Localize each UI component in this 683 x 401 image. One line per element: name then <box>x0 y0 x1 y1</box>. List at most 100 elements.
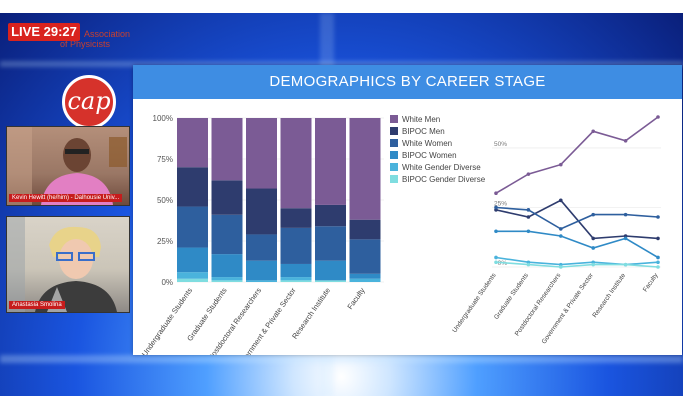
live-timer-badge: LIVE 29:27 <box>8 23 80 41</box>
cap-logo-text: cap <box>67 87 111 115</box>
bar-segment <box>315 260 346 281</box>
line-point <box>591 212 595 217</box>
line-x-tick-label: Graduate Students <box>493 272 530 321</box>
line-point <box>656 265 660 269</box>
line-point <box>591 236 595 241</box>
bar-segment <box>315 226 346 261</box>
line-point <box>526 262 531 267</box>
line-point <box>656 215 660 219</box>
line-point <box>656 260 660 265</box>
line-series <box>495 116 659 194</box>
bar-segment <box>349 118 381 220</box>
legend-label: White Men <box>402 115 440 124</box>
organization-name: Association of Physicists <box>60 29 130 49</box>
line-y-tick-label: 50% <box>494 141 507 148</box>
bar-y-tick-label: 0% <box>161 278 173 287</box>
bar-segment <box>280 263 312 278</box>
participant-video-1[interactable]: Kevin Hewitt (he/him) - Dalhousie Univ..… <box>6 126 130 206</box>
line-series <box>495 199 659 240</box>
participant-nameplate: Anastasia Smolina <box>9 301 65 309</box>
bar-segment <box>280 208 312 228</box>
bar-segment <box>280 118 312 209</box>
bar-segment <box>315 118 346 205</box>
participant-nameplate: Kevin Hewitt (he/him) - Dalhousie Univ..… <box>9 194 123 202</box>
bar-y-tick-label: 100% <box>153 114 173 123</box>
legend-label: White Women <box>402 139 452 148</box>
bar-x-tick-label: Undergraduate Students <box>140 286 194 355</box>
bar-segment <box>177 247 208 273</box>
bar-segment <box>349 273 381 279</box>
bar-segment <box>246 260 277 281</box>
person-silhouette-icon <box>7 217 117 312</box>
line-point <box>559 227 563 231</box>
legend-swatch <box>390 115 398 123</box>
bar-segment <box>211 280 243 282</box>
line-point <box>494 205 498 210</box>
organization-name-line1: Association <box>84 29 131 39</box>
video-stage: LIVE 29:27 Association of Physicists cap… <box>0 13 683 396</box>
bar-segment <box>280 280 312 282</box>
line-x-tick-label: Undergraduate Students <box>451 272 498 335</box>
line-point <box>559 234 563 238</box>
line-x-tick-label: Research Institute <box>591 272 627 319</box>
bar-segment <box>211 118 243 181</box>
slide-charts: 0%25%50%75%100%Undergraduate StudentsGra… <box>140 114 661 355</box>
participant-video-2[interactable]: Anastasia Smolina <box>6 216 130 313</box>
legend-swatch <box>390 139 398 147</box>
bar-x-tick-label: Research Institute <box>290 286 332 341</box>
slide-panel: DEMOGRAPHICS BY CAREER STAGE 0% 25% 50% 75%… <box>133 65 682 355</box>
line-point <box>494 191 498 195</box>
line-y-tick-label: 25% <box>494 200 507 207</box>
bar-segment <box>177 278 208 282</box>
legend-label: BIPOC Gender Diverse <box>402 175 486 184</box>
bar-segment <box>211 214 243 255</box>
line-point <box>526 215 531 219</box>
line-point <box>656 255 660 260</box>
line-series <box>495 261 659 268</box>
line-point <box>591 262 595 267</box>
organization-name-line2: of Physicists <box>60 39 111 49</box>
bar-segment <box>315 280 346 282</box>
line-point <box>656 115 660 119</box>
line-point <box>526 172 531 176</box>
line-point <box>494 229 498 234</box>
line-x-tick-label: Faculty <box>642 272 660 294</box>
line-point <box>526 208 531 212</box>
bar-segment <box>349 239 381 274</box>
bar-segment <box>246 234 277 261</box>
bar-segment <box>211 277 243 281</box>
bar-segment <box>177 118 208 168</box>
legend-swatch <box>390 175 398 183</box>
line-point <box>591 129 595 134</box>
line-point <box>591 246 595 250</box>
line-point <box>623 262 628 267</box>
bar-segment <box>211 254 243 278</box>
bar-segment <box>315 204 346 227</box>
line-y-tick-label: 0% <box>498 260 508 267</box>
line-point <box>494 255 498 260</box>
bar-segment <box>349 278 381 282</box>
cap-logo: cap <box>62 75 116 129</box>
bar-y-tick-label: 75% <box>157 155 173 164</box>
background-light-bar <box>0 355 683 363</box>
legend-swatch <box>390 151 398 159</box>
line-point <box>623 139 628 143</box>
line-point <box>494 260 498 265</box>
legend-swatch <box>390 163 398 171</box>
line-point <box>559 265 563 269</box>
line-point <box>526 229 531 234</box>
legend-label: White Gender Diverse <box>402 163 481 172</box>
bar-x-tick-label: Government & Private Sector <box>234 286 298 355</box>
slide-title: DEMOGRAPHICS BY CAREER STAGE <box>133 65 682 99</box>
bar-segment <box>177 272 208 279</box>
bar-segment <box>246 188 277 235</box>
line-point <box>559 162 563 167</box>
bar-segment <box>177 167 208 207</box>
background-light-bar <box>0 61 683 67</box>
bar-y-tick-label: 50% <box>157 196 173 205</box>
line-series <box>495 206 659 230</box>
legend-swatch <box>390 127 398 135</box>
bar-segment <box>280 277 312 281</box>
line-point <box>656 236 660 241</box>
legend-label: BIPOC Women <box>402 151 457 160</box>
